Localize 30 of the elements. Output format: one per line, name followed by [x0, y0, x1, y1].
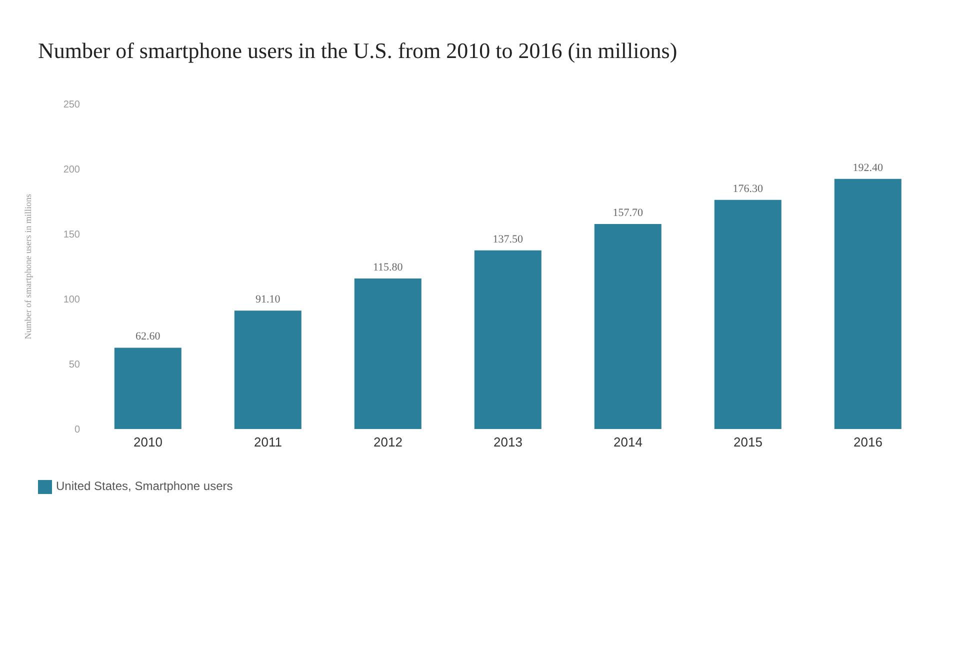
bar — [114, 348, 182, 430]
data-label: 115.80 — [372, 262, 404, 274]
y-tick-label: 250 — [63, 100, 80, 111]
x-tick-label: 2011 — [254, 434, 282, 450]
legend-label: United States, Smartphone users — [56, 479, 233, 494]
data-label: 157.70 — [612, 207, 644, 220]
bar — [474, 250, 542, 430]
y-axis-title: Number of smartphone users in millions — [23, 193, 34, 340]
data-label: 62.60 — [136, 330, 161, 343]
data-label: 192.40 — [852, 162, 884, 174]
y-tick-label: 150 — [63, 230, 80, 241]
bar — [834, 178, 902, 430]
y-tick-label: 100 — [63, 294, 80, 306]
y-tick-label: 200 — [63, 164, 80, 176]
x-tick-label: 2010 — [134, 434, 162, 450]
bar — [354, 278, 422, 430]
data-label: 176.30 — [732, 182, 764, 195]
bar — [594, 224, 662, 430]
y-tick-label: 0 — [74, 424, 80, 436]
data-label: 137.50 — [492, 233, 524, 246]
bar — [714, 200, 782, 430]
x-tick-label: 2015 — [734, 434, 762, 450]
data-label: 91.10 — [256, 294, 281, 306]
bar — [234, 310, 302, 430]
chart-title: Number of smartphone users in the U.S. from 2010 to 2016 (in millions) — [37, 37, 678, 64]
x-tick-label: 2014 — [614, 434, 642, 450]
x-tick-label: 2016 — [854, 434, 882, 450]
y-tick-label: 50 — [68, 360, 80, 371]
x-tick-label: 2012 — [374, 434, 402, 450]
x-tick-label: 2013 — [494, 434, 522, 450]
